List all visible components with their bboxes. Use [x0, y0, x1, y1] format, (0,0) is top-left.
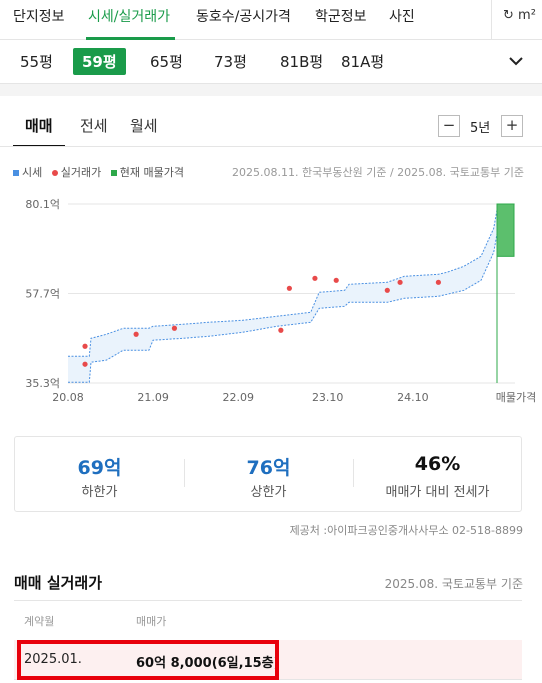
tab-sale[interactable]: 매매: [25, 117, 53, 135]
market-price-band: [68, 204, 498, 383]
actual-trade-point: [82, 343, 88, 349]
stat-ratio-value: 46%: [414, 453, 461, 475]
legend-current: 현재 매물가격: [110, 166, 184, 179]
stat-ratio-label: 매매가 대비 전세가: [385, 485, 490, 500]
size-59[interactable]: 59평: [73, 48, 126, 75]
stat-lower: 69억 하한가: [15, 437, 184, 513]
subtab-divider: [0, 146, 542, 147]
x-tick-label: 20.08: [52, 391, 84, 404]
size-65[interactable]: 65평: [150, 53, 183, 71]
actual-trade-point: [333, 277, 339, 283]
x-tick-label: 매물가격: [496, 391, 536, 404]
actual-trade-point: [312, 275, 318, 281]
chevron-down-icon[interactable]: [507, 52, 525, 70]
actual-trade-point: [133, 331, 139, 337]
size-81b[interactable]: 81B평: [280, 53, 324, 71]
header-contract-month: 계약월: [24, 615, 55, 628]
tab-unit-price[interactable]: 동호수/공시가격: [196, 9, 291, 25]
market-upper-line: [68, 204, 499, 357]
row-price: 60억 8,000(6일,15층): [136, 656, 280, 671]
stat-divider: [184, 459, 185, 487]
transactions-header: 계약월 매매가: [14, 600, 522, 640]
nav-divider: [491, 0, 492, 40]
period-label: 5년: [470, 121, 491, 136]
transactions-title: 매매 실거래가: [14, 574, 103, 592]
active-tab-underline: [86, 37, 175, 40]
tab-monthly[interactable]: 월세: [130, 117, 158, 135]
size-73[interactable]: 73평: [214, 53, 247, 71]
tab-jeonse[interactable]: 전세: [80, 117, 108, 135]
unit-label: m²: [518, 8, 536, 23]
stat-divider: [353, 459, 354, 487]
top-nav: 단지정보 시세/실거래가 동호수/공시가격 학군정보 사진 ↻ m²: [0, 0, 542, 40]
provider-info: 제공처 :아이파크공인중개사사무소 02-518-8899: [289, 524, 523, 537]
table-row[interactable]: 2025.01. 60억 8,000(6일,15층): [14, 640, 522, 680]
legend-actual: 실거래가: [51, 166, 102, 179]
legend-current-label: 현재 매물가격: [119, 166, 184, 179]
stat-ratio: 46% 매매가 대비 전세가: [353, 437, 522, 513]
stat-upper-value: 76억: [246, 457, 291, 479]
tab-price[interactable]: 시세/실거래가: [88, 9, 170, 25]
stat-upper-label: 상한가: [250, 485, 287, 500]
header-sale-price: 매매가: [136, 615, 167, 628]
tab-complex-info[interactable]: 단지정보: [13, 9, 65, 25]
section-gap: [0, 84, 542, 96]
y-tick-label: 57.7억: [25, 288, 60, 301]
size-81a[interactable]: 81A평: [341, 53, 385, 71]
tab-photos[interactable]: 사진: [389, 9, 415, 25]
stat-upper: 76억 상한가: [184, 437, 353, 513]
x-tick-label: 23.10: [312, 391, 344, 404]
row-date: 2025.01.: [24, 652, 82, 667]
stat-lower-label: 하한가: [81, 485, 118, 500]
price-stats-box: 69억 하한가 76억 상한가 46% 매매가 대비 전세가: [14, 436, 522, 512]
actual-trade-point: [384, 287, 390, 293]
actual-trade-point: [286, 285, 292, 291]
x-tick-label: 22.09: [223, 391, 255, 404]
transactions-source: 2025.08. 국토교통부 기준: [384, 577, 523, 591]
legend-market: 시세: [13, 166, 42, 179]
actual-trade-point: [278, 327, 284, 333]
period-plus-button[interactable]: +: [501, 115, 523, 137]
chart-legend: 시세 실거래가 현재 매물가격: [13, 164, 190, 180]
trade-type-tabs: 매매 전세 월세: [0, 96, 542, 147]
x-tick-label: 21.09: [137, 391, 169, 404]
period-minus-button[interactable]: −: [438, 115, 460, 137]
x-tick-label: 24.10: [397, 391, 429, 404]
legend-market-swatch: [13, 170, 19, 176]
source-note: 2025.08.11. 한국부동산원 기준 / 2025.08. 국토교통부 기…: [232, 166, 524, 179]
current-price-bar: [496, 203, 515, 257]
actual-trade-point: [82, 361, 88, 367]
actual-trade-point: [397, 279, 403, 285]
actual-trade-point: [435, 279, 441, 285]
stat-lower-value: 69억: [77, 457, 122, 479]
tab-school[interactable]: 학군정보: [315, 9, 367, 25]
actual-trade-point: [171, 325, 178, 331]
unit-toggle-button[interactable]: ↻ m²: [503, 8, 536, 23]
size-selector: 55평 59평 65평 73평 81B평 81A평: [0, 40, 542, 84]
size-55[interactable]: 55평: [20, 53, 53, 71]
legend-actual-label: 실거래가: [60, 166, 102, 179]
legend-market-label: 시세: [22, 166, 43, 179]
y-tick-label: 80.1억: [25, 198, 60, 211]
y-tick-label: 35.3억: [25, 377, 60, 390]
market-lower-line: [68, 228, 499, 383]
legend-current-swatch: [110, 170, 117, 176]
highlight-box: [17, 640, 279, 680]
refresh-icon: ↻: [503, 8, 514, 23]
legend-actual-swatch: [51, 170, 58, 176]
